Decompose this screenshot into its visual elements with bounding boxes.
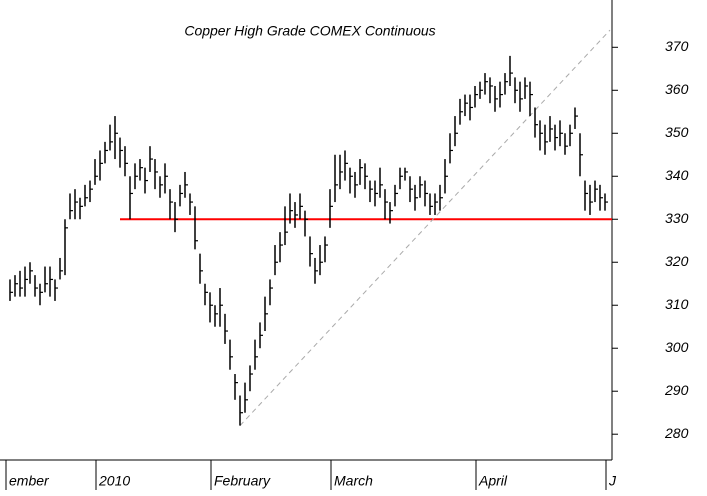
y-tick-label: 340 <box>665 167 689 183</box>
x-tick-label: April <box>478 473 508 489</box>
y-tick-label: 300 <box>665 339 689 355</box>
y-tick-label: 350 <box>665 124 689 140</box>
chart-title: Copper High Grade COMEX Continuous <box>184 23 435 39</box>
y-tick-label: 290 <box>664 382 689 398</box>
y-tick-label: 330 <box>665 210 689 226</box>
x-tick-label: J <box>608 473 617 489</box>
y-tick-label: 310 <box>665 296 689 312</box>
trend-line <box>239 29 611 426</box>
y-tick-label: 370 <box>665 38 689 54</box>
x-tick-label: February <box>214 473 271 489</box>
y-tick-label: 320 <box>665 253 689 269</box>
x-tick-label: ember <box>9 473 50 489</box>
x-tick-label: 2010 <box>98 473 130 489</box>
y-tick-label: 280 <box>664 425 689 441</box>
y-tick-label: 360 <box>665 81 689 97</box>
x-tick-label: March <box>334 473 373 489</box>
